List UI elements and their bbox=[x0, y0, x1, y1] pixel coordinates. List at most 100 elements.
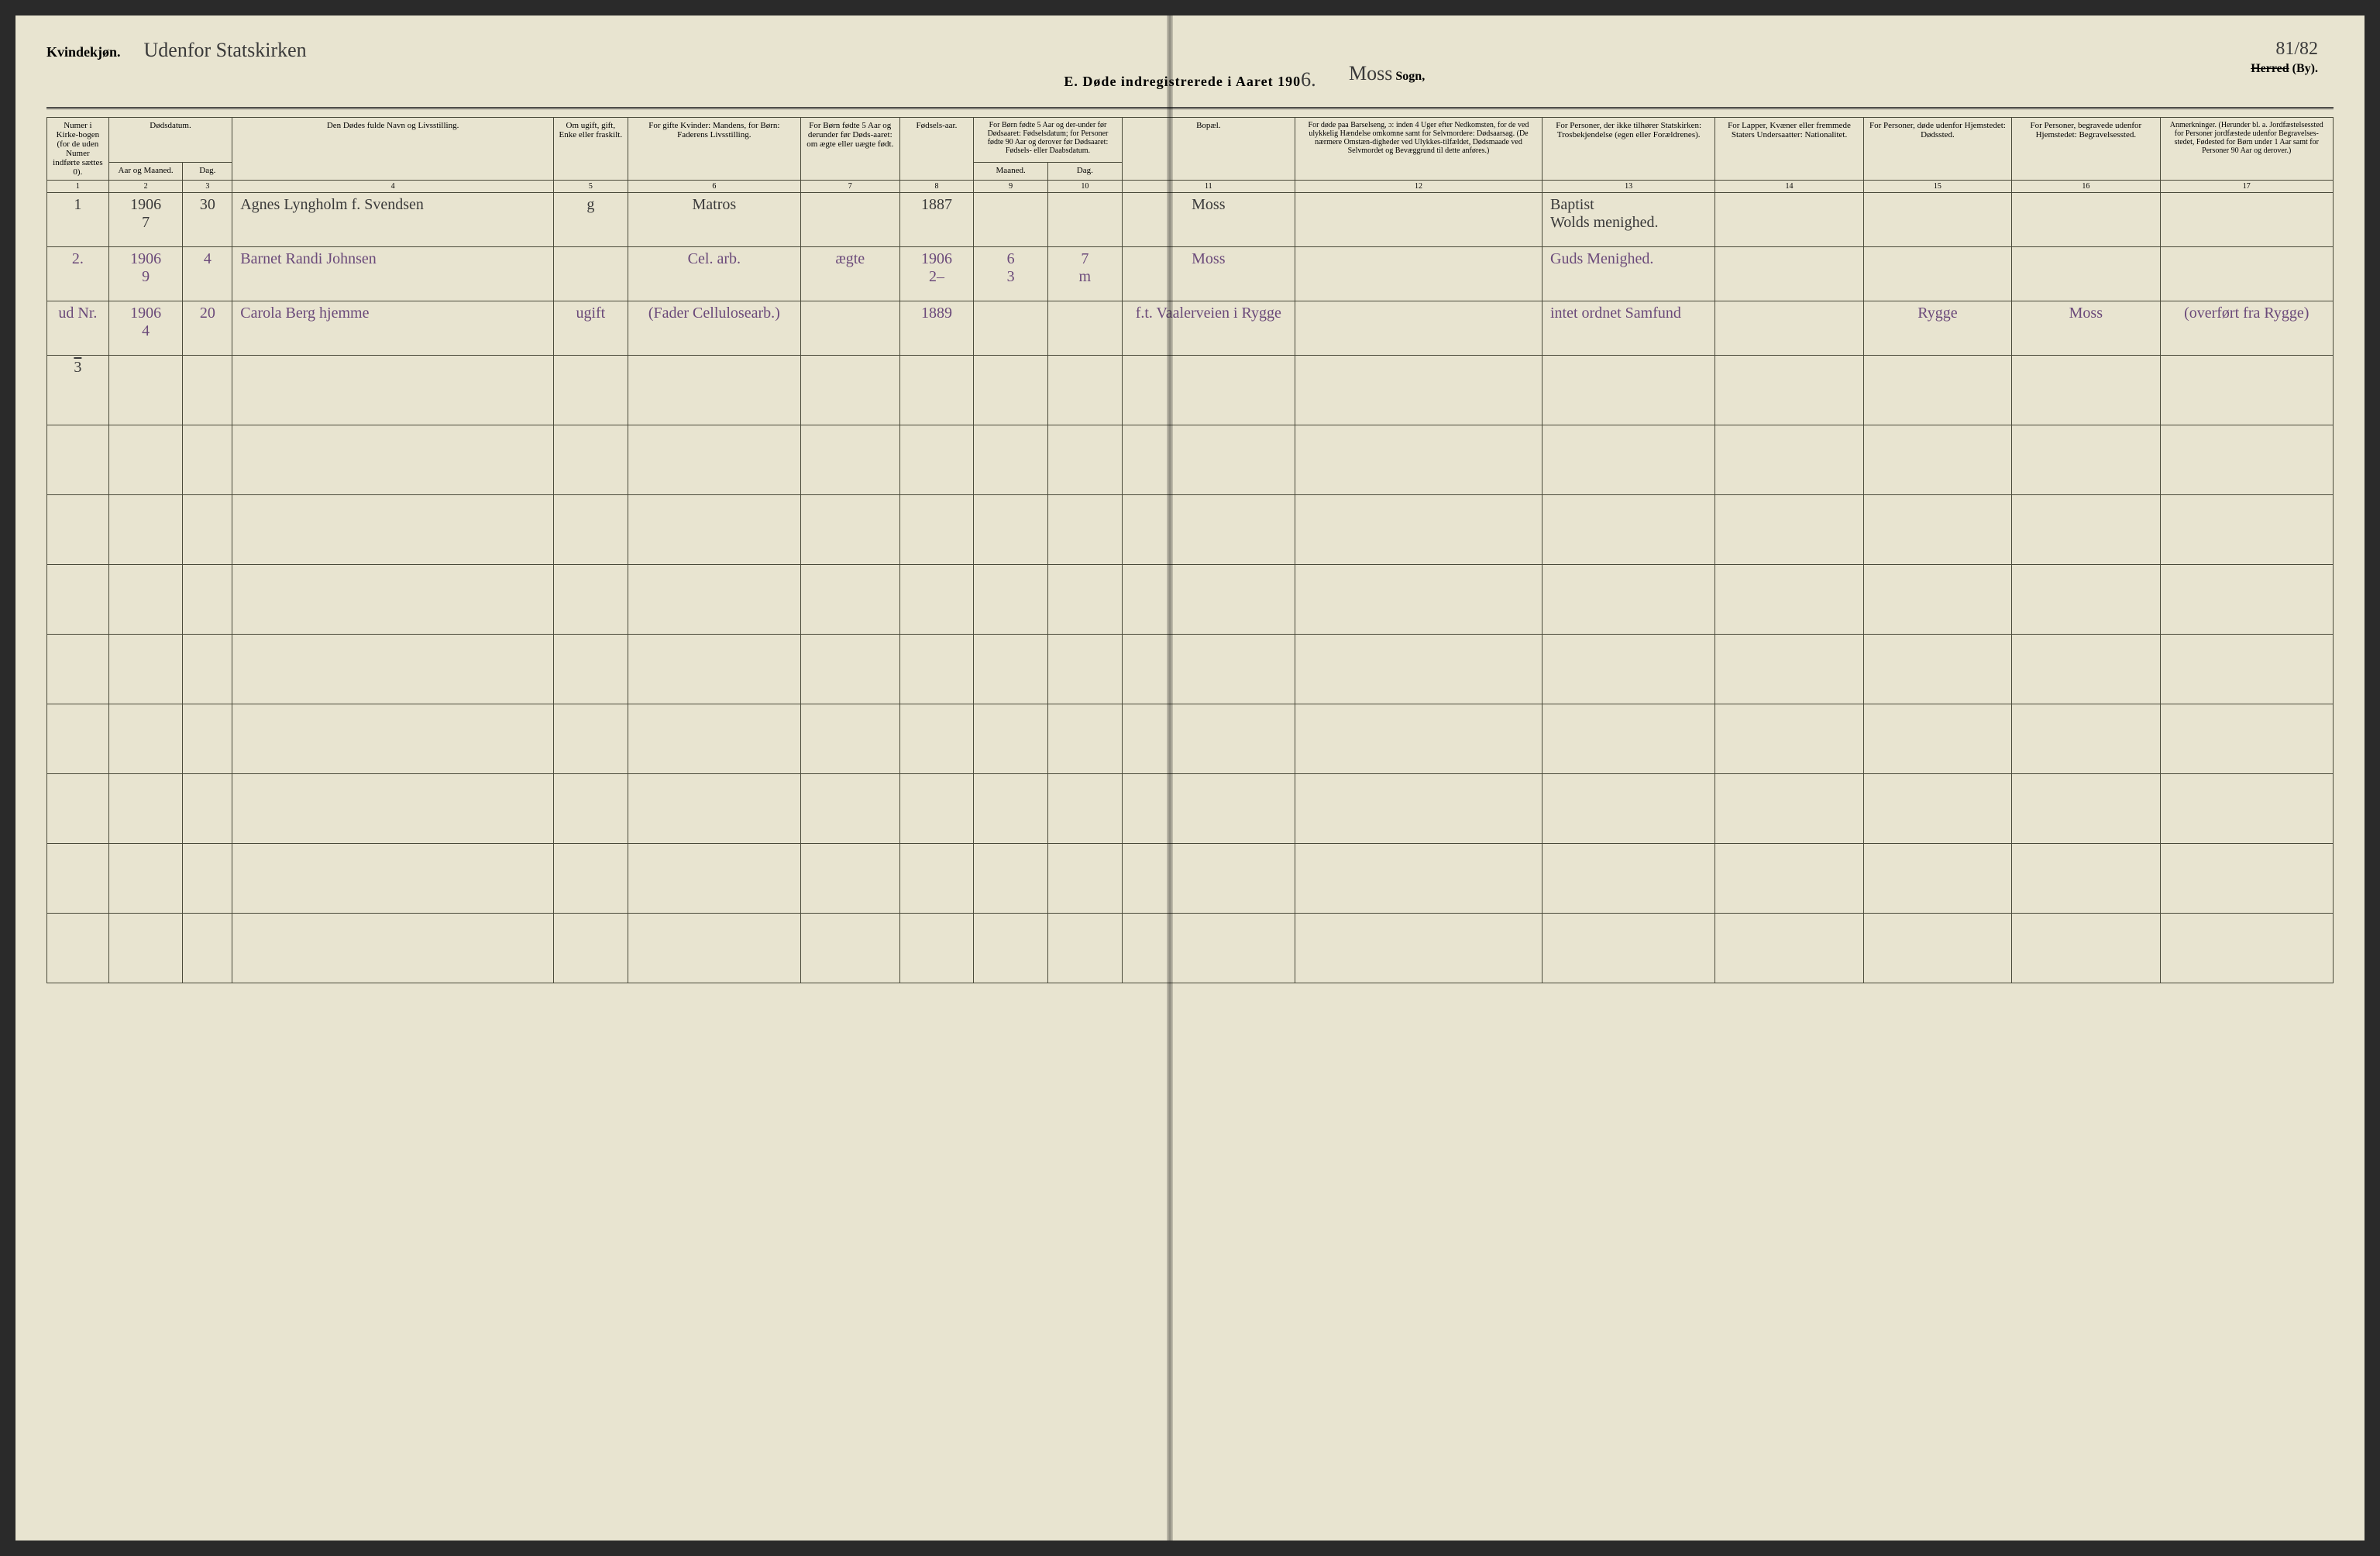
empty-cell bbox=[553, 425, 628, 495]
empty-cell bbox=[2160, 565, 2333, 635]
empty-cell bbox=[553, 844, 628, 914]
empty-cell bbox=[1863, 635, 2011, 704]
cell-day: 4 bbox=[183, 247, 232, 301]
empty-cell bbox=[108, 774, 183, 844]
empty-cell bbox=[183, 635, 232, 704]
col-header: Dødsdatum. bbox=[108, 118, 232, 163]
empty-cell bbox=[899, 635, 974, 704]
empty-cell bbox=[974, 495, 1048, 565]
empty-cell bbox=[2160, 914, 2333, 983]
cell-cause bbox=[1295, 247, 1542, 301]
cell-bopael: Moss bbox=[1122, 193, 1295, 247]
empty-cell bbox=[1863, 704, 2011, 774]
cell-year-month: 1906 4 bbox=[108, 301, 183, 356]
empty-cell bbox=[183, 495, 232, 565]
top-rule bbox=[46, 107, 2334, 109]
empty-cell bbox=[800, 844, 899, 914]
empty-cell bbox=[183, 914, 232, 983]
empty-cell bbox=[1543, 495, 1715, 565]
sogn-area: Moss Sogn, bbox=[1349, 62, 1425, 85]
empty-cell bbox=[974, 914, 1048, 983]
ledger-page: 81/82 Kvindekjøn. Udenfor Statskirken E.… bbox=[15, 15, 2365, 1541]
empty-cell bbox=[1543, 356, 1715, 425]
empty-cell bbox=[628, 774, 800, 844]
empty-cell bbox=[108, 914, 183, 983]
ledger-table: Numer i Kirke-bogen (for de uden Numer i… bbox=[46, 117, 2334, 983]
empty-cell bbox=[1047, 425, 1122, 495]
cell-day: 30 bbox=[183, 193, 232, 247]
empty-cell bbox=[553, 914, 628, 983]
empty-cell bbox=[974, 704, 1048, 774]
colnum: 12 bbox=[1295, 181, 1542, 193]
empty-cell bbox=[553, 635, 628, 704]
empty-cell bbox=[2160, 356, 2333, 425]
empty-cell bbox=[1295, 356, 1542, 425]
empty-cell bbox=[47, 914, 109, 983]
sogn-hand: Moss bbox=[1349, 62, 1392, 84]
empty-cell bbox=[232, 356, 554, 425]
empty-cell bbox=[232, 774, 554, 844]
empty-cell bbox=[1047, 356, 1122, 425]
cell-death-place bbox=[1863, 247, 2011, 301]
cell-burial-place: Moss bbox=[2012, 301, 2160, 356]
empty-row bbox=[47, 635, 2334, 704]
empty-cell bbox=[108, 704, 183, 774]
header-row: Kvindekjøn. Udenfor Statskirken bbox=[46, 39, 2334, 62]
colnum: 14 bbox=[1715, 181, 1863, 193]
empty-cell bbox=[1122, 635, 1295, 704]
empty-cell bbox=[1295, 635, 1542, 704]
empty-cell bbox=[899, 565, 974, 635]
empty-cell bbox=[2160, 635, 2333, 704]
colnum: 17 bbox=[2160, 181, 2333, 193]
empty-cell bbox=[2012, 844, 2160, 914]
empty-cell bbox=[232, 495, 554, 565]
empty-cell bbox=[1047, 565, 1122, 635]
empty-cell bbox=[1122, 356, 1295, 425]
empty-cell bbox=[899, 704, 974, 774]
empty-cell bbox=[899, 774, 974, 844]
cell-civil bbox=[553, 247, 628, 301]
colnum: 7 bbox=[800, 181, 899, 193]
title-row: E. Døde indregistrerede i Aaret 1906. bbox=[46, 68, 2334, 91]
cell-name: Barnet Randi Johnsen bbox=[232, 247, 554, 301]
empty-cell bbox=[1047, 774, 1122, 844]
tally-cell: 3 bbox=[47, 356, 109, 425]
empty-cell bbox=[1543, 704, 1715, 774]
empty-cell bbox=[1543, 425, 1715, 495]
empty-cell bbox=[183, 356, 232, 425]
colnum: 11 bbox=[1122, 181, 1295, 193]
cell-nationality bbox=[1715, 301, 1863, 356]
empty-cell bbox=[2012, 565, 2160, 635]
empty-cell bbox=[47, 565, 109, 635]
colnum: 1 bbox=[47, 181, 109, 193]
cell-name: Agnes Lyngholm f. Svendsen bbox=[232, 193, 554, 247]
col-header: For gifte Kvinder: Mandens, for Børn: Fa… bbox=[628, 118, 800, 181]
empty-cell bbox=[1295, 565, 1542, 635]
empty-cell bbox=[47, 844, 109, 914]
empty-cell bbox=[1543, 635, 1715, 704]
empty-cell bbox=[1047, 704, 1122, 774]
cell-civil: ugift bbox=[553, 301, 628, 356]
empty-cell bbox=[183, 844, 232, 914]
empty-cell bbox=[1543, 844, 1715, 914]
col-header: Fødsels-aar. bbox=[899, 118, 974, 181]
empty-cell bbox=[800, 425, 899, 495]
cell-bopael: f.t. Vaalerveien i Rygge bbox=[1122, 301, 1295, 356]
cell-birth-day bbox=[1047, 193, 1122, 247]
book-gutter bbox=[1167, 15, 1173, 1541]
cell-cause bbox=[1295, 301, 1542, 356]
herred-area: Herred (By). bbox=[2251, 62, 2318, 76]
empty-cell bbox=[183, 774, 232, 844]
col-header: Den Dødes fulde Navn og Livsstilling. bbox=[232, 118, 554, 181]
cell-spouse: (Fader Cellulosearb.) bbox=[628, 301, 800, 356]
cell-remarks: (overført fra Rygge) bbox=[2160, 301, 2333, 356]
col-header: For Personer, der ikke tilhører Statskir… bbox=[1543, 118, 1715, 181]
empty-cell bbox=[553, 356, 628, 425]
colnum: 10 bbox=[1047, 181, 1122, 193]
cell-year-month: 1906 7 bbox=[108, 193, 183, 247]
empty-cell bbox=[1122, 844, 1295, 914]
cell-burial-place bbox=[2012, 247, 2160, 301]
col-header: Bopæl. bbox=[1122, 118, 1295, 181]
empty-cell bbox=[1715, 495, 1863, 565]
empty-cell bbox=[1122, 914, 1295, 983]
